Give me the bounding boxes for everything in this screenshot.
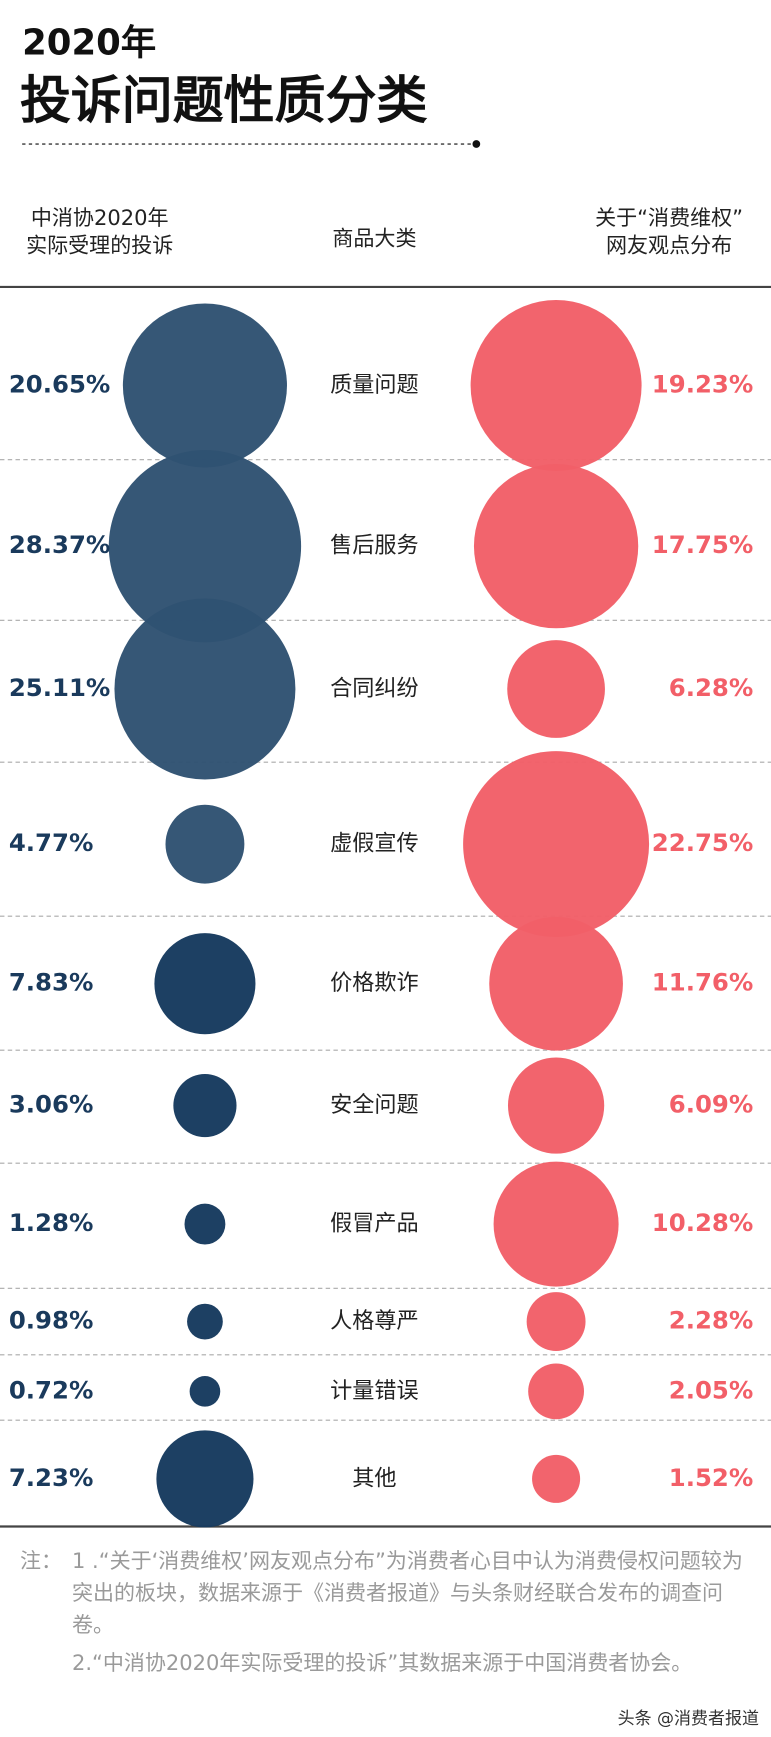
value-label: 19.23%	[652, 370, 753, 399]
value-label: 0.72%	[9, 1375, 94, 1404]
bubble	[156, 1430, 254, 1528]
bubble	[507, 640, 605, 738]
category-header: 商品大类	[332, 225, 416, 250]
bubble	[187, 1303, 223, 1340]
value-label: 1.28%	[9, 1208, 94, 1237]
value-label: 25.11%	[9, 673, 110, 702]
note: 1 .“关于‘消费维权’网友观点分布”为消费者心目中认为消费侵权问题较为突出的板…	[72, 1549, 743, 1637]
value-label: 3.06%	[9, 1090, 94, 1119]
category-label: 计量错误	[330, 1378, 419, 1404]
bubble	[473, 464, 639, 629]
value-label: 2.28%	[669, 1306, 754, 1335]
category-label: 合同纠纷	[330, 676, 419, 702]
value-label: 6.28%	[669, 673, 754, 702]
value-label: 2.05%	[669, 1375, 754, 1404]
bubble	[463, 751, 650, 938]
bubble	[532, 1454, 581, 1503]
value-label: 22.75%	[652, 828, 753, 857]
category-label: 人格尊严	[330, 1308, 419, 1334]
category-label: 售后服务	[330, 533, 419, 559]
value-label: 11.76%	[652, 968, 753, 997]
bubble	[108, 449, 302, 643]
bubble	[489, 916, 623, 1051]
title-dot	[472, 140, 481, 148]
category-label: 假冒产品	[330, 1211, 419, 1237]
bubble	[470, 300, 642, 472]
chart-title: 投诉问题性质分类	[20, 72, 428, 131]
note: 2.“中消协2020年实际受理的投诉”其数据来源于中国消费者协会。	[72, 1651, 693, 1675]
bubble	[122, 303, 287, 468]
series-header: 关于“消费维权”网友观点分布	[595, 205, 743, 257]
value-label: 7.23%	[9, 1463, 94, 1492]
value-label: 4.77%	[9, 828, 94, 857]
bubble	[154, 933, 256, 1035]
value-label: 10.28%	[652, 1208, 753, 1237]
category-label: 安全问题	[330, 1092, 419, 1118]
value-label: 20.65%	[9, 370, 110, 399]
bubble	[507, 1057, 605, 1154]
value-label: 7.83%	[9, 968, 94, 997]
bubble	[526, 1292, 586, 1352]
notes: 注： 1 .“关于‘消费维权’网友观点分布”为消费者心目中认为消费侵权问题较为突…	[20, 1545, 755, 1685]
bubble	[184, 1203, 226, 1245]
bubble	[173, 1073, 237, 1138]
value-label: 6.09%	[669, 1090, 754, 1119]
value-label: 0.98%	[9, 1306, 94, 1335]
bubble	[493, 1161, 619, 1287]
category-label: 质量问题	[330, 372, 419, 398]
notes-label: 注：	[20, 1549, 62, 1573]
credit: 头条 @消费者报道	[617, 1709, 759, 1729]
series-header: 中消协2020年实际受理的投诉	[26, 205, 173, 257]
bubble	[114, 598, 296, 780]
category-label: 虚假宣传	[330, 831, 419, 857]
chart-subtitle: 2020年	[22, 22, 156, 63]
bubble	[528, 1363, 585, 1420]
value-label: 28.37%	[9, 530, 110, 559]
bubble	[165, 804, 245, 884]
value-label: 1.52%	[669, 1463, 754, 1492]
category-label: 价格欺诈	[330, 970, 419, 996]
value-label: 17.75%	[652, 530, 753, 559]
category-label: 其他	[352, 1465, 396, 1491]
bubble	[189, 1376, 221, 1407]
